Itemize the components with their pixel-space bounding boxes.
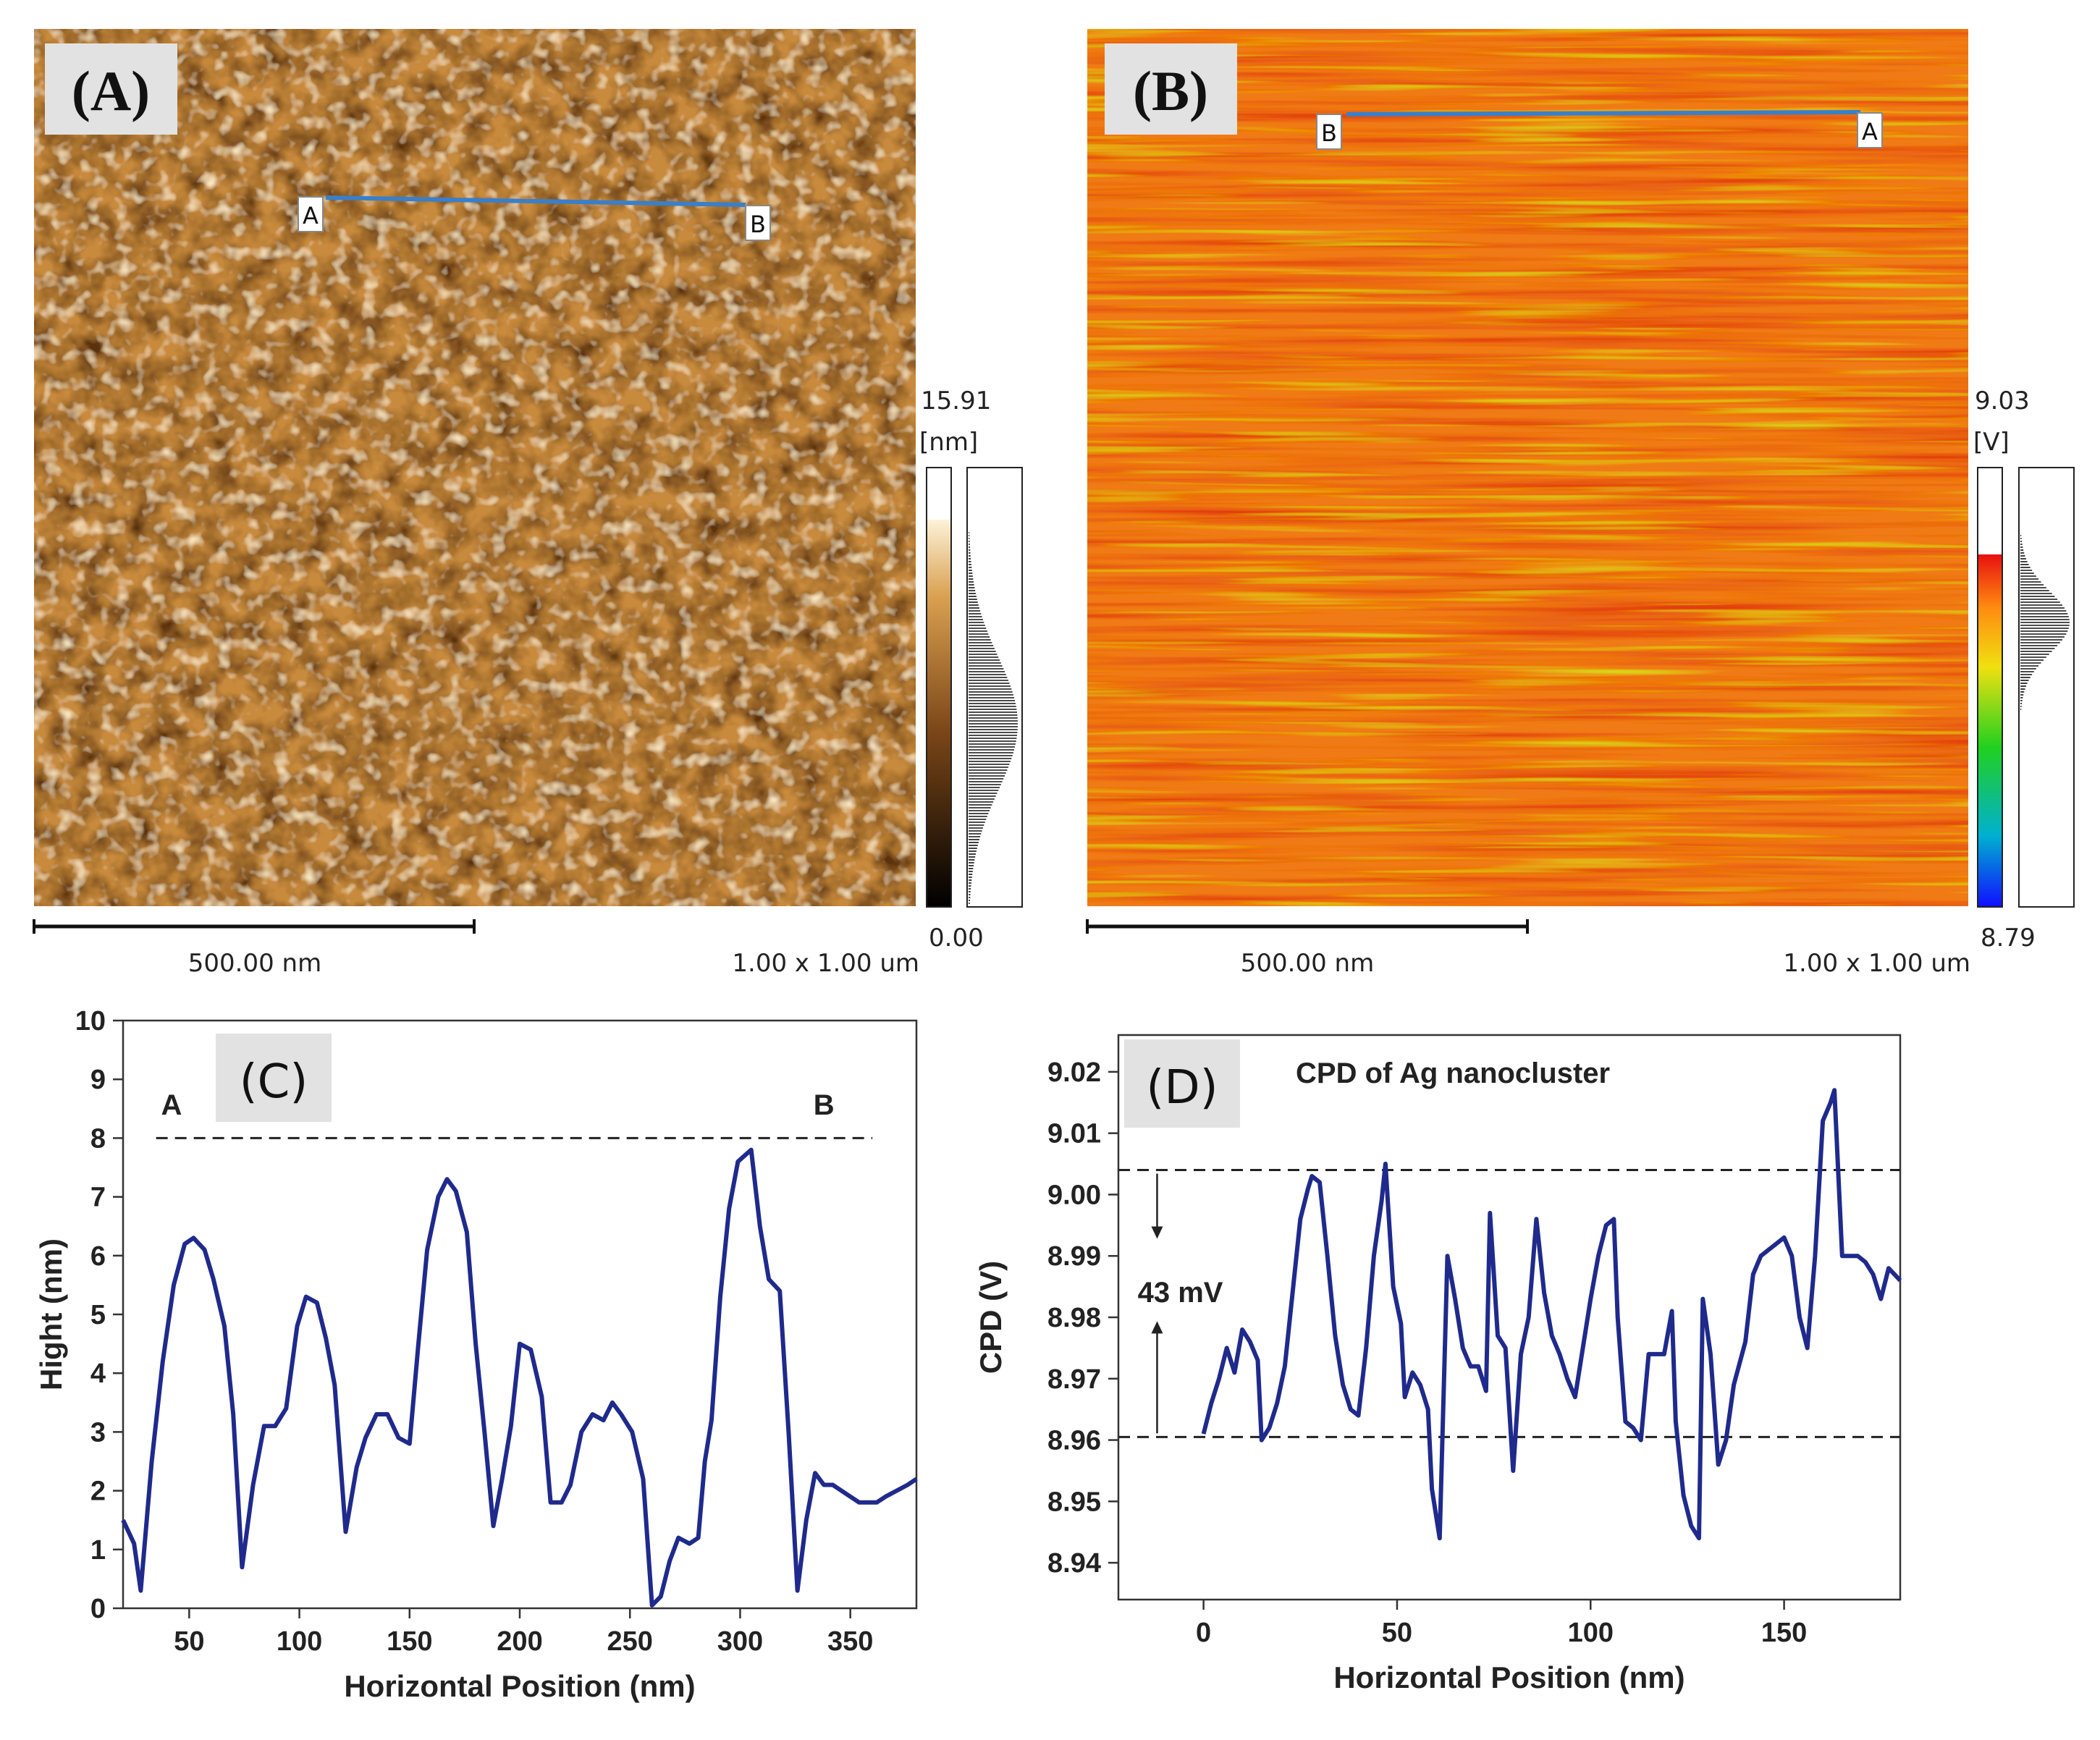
x-tick-label: 200 <box>497 1626 542 1657</box>
y-tick-label: 1 <box>90 1535 106 1566</box>
x-tick-label: 250 <box>607 1626 653 1657</box>
histogram-a-frame <box>966 467 1023 908</box>
colorbar-a-unit: [nm] <box>919 428 978 457</box>
x-tick-label: 100 <box>277 1626 322 1657</box>
y-tick-label: 3 <box>90 1417 106 1448</box>
x-tick-label: 150 <box>1761 1618 1807 1648</box>
y-tick-label: 9 <box>90 1065 106 1095</box>
y-tick-label: 9.02 <box>1047 1057 1101 1088</box>
panel-tag: (D) <box>1146 1061 1218 1115</box>
scan-line-b-start-label: B <box>1321 119 1337 147</box>
y-tick-label: 8.97 <box>1047 1364 1101 1395</box>
histogram-b <box>2020 535 2070 710</box>
y-tick-label: 0 <box>90 1594 106 1624</box>
scan-line-start-marker <box>298 196 324 232</box>
annotation-label: B <box>814 1089 835 1121</box>
scan-size-b: 1.00 x 1.00 um <box>1783 949 1970 978</box>
y-tick-label: 2 <box>90 1477 106 1507</box>
scan-size-a: 1.00 x 1.00 um <box>732 949 919 978</box>
scan-line-end-label: B <box>750 211 766 238</box>
panel-a-tag: (A) <box>72 59 150 122</box>
series-line <box>1201 1088 1902 1541</box>
scalebar-a-label: 500.00 nm <box>188 949 321 978</box>
y-tick-label: 4 <box>90 1359 106 1389</box>
y-axis-label: CPD (V) <box>974 1261 1008 1374</box>
panel-b-potential: (B) B A 9.03 [V] 8.79 500.00 nm 1.00 x 1… <box>1086 29 2075 978</box>
y-tick-label: 8.98 <box>1047 1303 1101 1333</box>
colorbar-b-min: 8.79 <box>1981 924 2036 953</box>
x-tick-label: 100 <box>1568 1618 1614 1648</box>
x-axis-label: Horizontal Position (nm) <box>1333 1660 1684 1694</box>
scan-line-b-a <box>1346 110 1861 117</box>
panel-tag: (C) <box>240 1055 308 1109</box>
scalebar-b-label: 500.00 nm <box>1241 949 1374 978</box>
x-tick-label: 350 <box>827 1626 873 1657</box>
panel-b-tag: (B) <box>1133 59 1208 122</box>
y-tick-label: 7 <box>90 1183 106 1213</box>
y-tick-label: 8.94 <box>1047 1548 1101 1579</box>
histogram-a <box>969 532 1018 904</box>
y-tick-label: 8.99 <box>1047 1241 1101 1272</box>
panel-a-tag-box <box>45 43 177 135</box>
y-tick-label: 10 <box>75 1006 106 1036</box>
panel-b-tag-box <box>1105 43 1237 135</box>
scan-line-start-label: A <box>303 202 319 229</box>
colorbar-a-gradient <box>927 520 950 906</box>
plot-frame <box>1117 1034 1902 1601</box>
arrow-down-head <box>1151 1226 1163 1239</box>
colorbar-a-max: 15.91 <box>921 387 991 415</box>
arrow-up-head <box>1151 1321 1163 1334</box>
y-axis-label: Hight (nm) <box>34 1238 68 1390</box>
annotation-label: 43 mV <box>1138 1277 1223 1309</box>
scan-line-b-end-label: A <box>1862 118 1878 145</box>
scan-line-b-end-marker <box>1857 112 1883 148</box>
annotation-label: A <box>161 1089 182 1121</box>
x-tick-label: 150 <box>387 1626 432 1657</box>
y-tick-label: 9.00 <box>1047 1180 1101 1210</box>
y-tick-label: 5 <box>90 1300 106 1330</box>
histogram-b-frame <box>2018 467 2075 908</box>
y-tick-label: 9.01 <box>1047 1119 1101 1149</box>
series-line <box>121 1147 918 1608</box>
panel-a-topography: (A) A B 15.91 [nm] 0.00 500.00 nm 1.00 x… <box>33 29 1023 978</box>
panel-tag-box <box>1124 1039 1240 1128</box>
scan-line-b-start-marker <box>1316 114 1342 150</box>
y-tick-label: 6 <box>90 1241 106 1272</box>
afm-topography-image <box>34 29 916 906</box>
colorbar-b-unit: [V] <box>1973 428 2010 457</box>
x-tick-label: 0 <box>1196 1618 1211 1648</box>
chart-title: CPD of Ag nanocluster <box>1296 1057 1610 1089</box>
x-axis-label: Horizontal Position (nm) <box>344 1669 695 1703</box>
y-tick-label: 8.95 <box>1047 1487 1101 1517</box>
y-tick-label: 8 <box>90 1123 106 1154</box>
chart-c-height-profile: (C) 50 100 150 200 250 300 350 0 1 2 3 4 5 6 7 8 9 10 Horiz… <box>34 1006 918 1703</box>
kpfm-potential-image <box>1087 29 1968 906</box>
chart-d-cpd-profile: (D) 0 50 100 150 8.94 8.95 8.96 8.97 8.98 8.99 9.00… <box>974 1034 1902 1694</box>
y-tick-label: 8.96 <box>1047 1426 1101 1456</box>
panel-tag-box <box>216 1034 332 1122</box>
x-tick-label: 50 <box>1382 1618 1412 1648</box>
colorbar-a-min: 0.00 <box>929 924 984 953</box>
scan-line-a-b <box>325 195 746 207</box>
colorbar-b-max: 9.03 <box>1975 387 2030 415</box>
x-tick-label: 50 <box>174 1626 204 1657</box>
x-tick-label: 300 <box>717 1626 763 1657</box>
scan-line-end-marker <box>745 205 771 241</box>
colorbar-b-gradient <box>1978 554 2002 906</box>
